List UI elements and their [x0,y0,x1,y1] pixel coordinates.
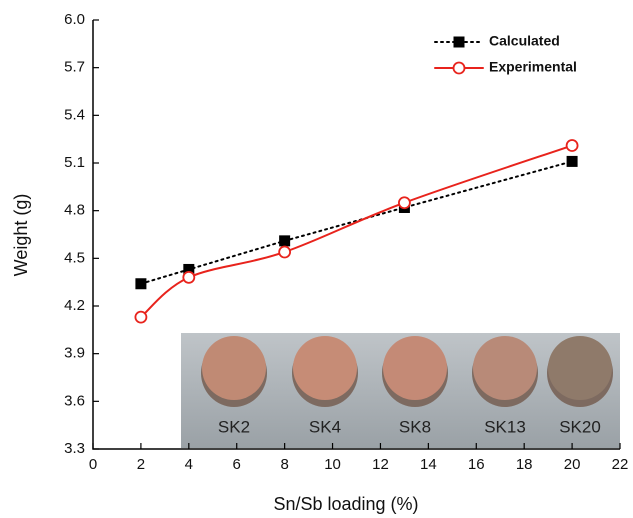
legend-marker [452,61,466,75]
inset-label: SK13 [484,417,526,436]
y-tick-label: 6.0 [64,11,85,28]
legend-marker [453,36,465,48]
x-tick-label: 4 [185,456,193,473]
x-tick-label: 0 [89,456,97,473]
x-tick-label: 20 [564,456,581,473]
y-tick-label: 3.3 [64,440,85,457]
x-axis-title: Sn/Sb loading (%) [273,494,418,514]
sample-disc [548,336,612,400]
y-tick-label: 4.2 [64,297,85,314]
marker [566,155,578,167]
y-tick-label: 3.9 [64,345,85,362]
x-tick-label: 10 [324,456,341,473]
x-tick-label: 18 [516,456,533,473]
sample-disc [202,336,266,400]
marker [398,196,411,210]
x-tick-label: 14 [420,456,437,473]
y-axis-title: Weight (g) [11,194,31,277]
marker [183,263,195,275]
x-tick-label: 16 [468,456,485,473]
marker [135,278,147,290]
inset-label: SK2 [218,417,250,436]
series-line [139,144,574,319]
marker [182,270,196,284]
sample-disc [473,336,537,400]
x-tick-label: 6 [233,456,241,473]
x-tick-label: 2 [137,456,145,473]
y-tick-label: 5.7 [64,59,85,76]
inset-label: SK4 [309,417,341,436]
sample-disc [293,336,357,400]
x-tick-label: 22 [612,456,629,473]
legend-label: Calculated [489,33,560,49]
inset-label: SK8 [399,417,431,436]
y-tick-label: 4.8 [64,202,85,219]
legend-label: Experimental [489,59,577,75]
x-tick-label: 8 [280,456,288,473]
y-tick-label: 5.4 [64,106,85,123]
marker [278,245,292,259]
x-tick-label: 12 [372,456,389,473]
y-tick-label: 5.1 [64,154,85,171]
marker [565,139,579,152]
y-tick-label: 3.6 [64,392,85,409]
y-tick-label: 4.5 [64,249,85,266]
marker [134,310,148,324]
sample-disc [383,336,447,400]
marker [279,235,291,247]
inset-label: SK20 [559,417,601,436]
